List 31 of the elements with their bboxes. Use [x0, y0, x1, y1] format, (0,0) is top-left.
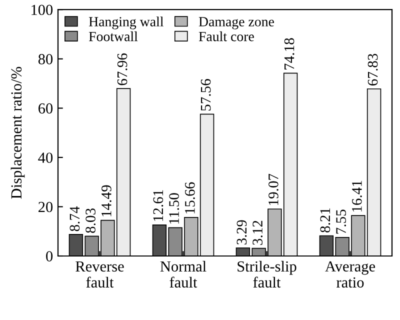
y-tick-label: 40 — [38, 152, 53, 163]
data-label: 11.50 — [169, 193, 180, 224]
x-tick-label: Reverse fault — [76, 261, 124, 288]
legend-label: Hanging wall — [88, 16, 164, 30]
data-label: 67.96 — [117, 53, 128, 86]
data-label: 57.56 — [200, 79, 211, 111]
y-tick-label: 0 — [46, 251, 53, 262]
data-label: 19.07 — [268, 174, 278, 205]
data-label: 14.49 — [102, 185, 112, 216]
legend-label: Footwall — [88, 31, 138, 42]
y-tick-label: 80 — [38, 54, 53, 64]
data-label: 15.66 — [185, 182, 195, 214]
x-tick-label: Strile-slip fault — [238, 260, 296, 288]
x-tick-label: Average ratio — [325, 261, 376, 288]
y-tick-label: 100 — [32, 4, 53, 16]
data-label: 16.41 — [352, 180, 362, 212]
legend-label: Fault core — [198, 31, 254, 42]
data-label: 12.61 — [153, 190, 164, 221]
x-tick-label: Normal fault — [160, 260, 206, 288]
data-label: 67.83 — [368, 54, 378, 86]
data-label: 74.18 — [284, 38, 294, 70]
data-label: 8.74 — [70, 206, 80, 232]
data-label: 7.55 — [336, 210, 346, 234]
data-label: 3.12 — [252, 220, 263, 245]
y-tick-label: 60 — [38, 103, 53, 114]
legend-label: Damage zone — [198, 17, 274, 30]
data-label: 3.29 — [236, 220, 247, 244]
y-tick-label: 20 — [38, 202, 53, 212]
data-label: 8.03 — [86, 208, 96, 233]
y-axis-title: Displacement ratio/% — [10, 66, 25, 199]
data-label: 8.21 — [320, 208, 330, 232]
